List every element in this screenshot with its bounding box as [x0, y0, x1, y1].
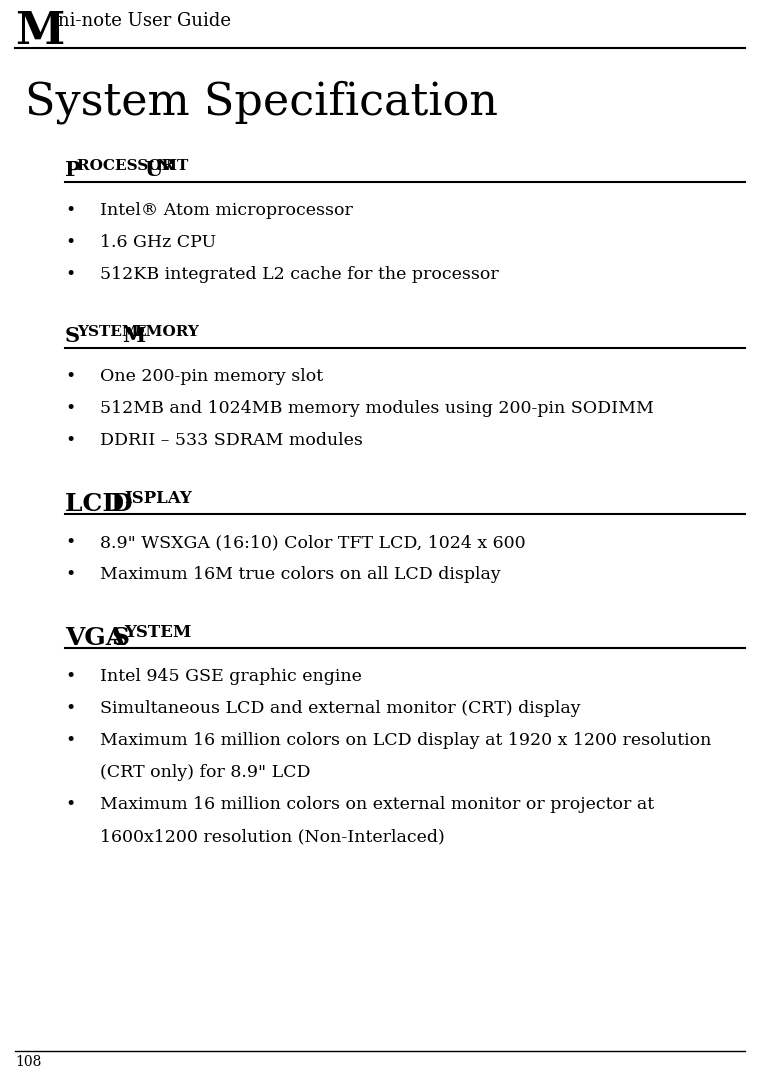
Text: Maximum 16 million colors on external monitor or projector at: Maximum 16 million colors on external mo…: [100, 796, 654, 812]
Text: •: •: [65, 668, 75, 685]
Text: M: M: [122, 326, 145, 346]
Text: YSTEM: YSTEM: [77, 325, 144, 339]
Text: •: •: [65, 400, 75, 416]
Text: One 200-pin memory slot: One 200-pin memory slot: [100, 368, 323, 385]
Text: LCD: LCD: [65, 492, 133, 516]
Text: •: •: [65, 732, 75, 749]
Text: S: S: [65, 326, 80, 346]
Text: •: •: [65, 432, 75, 449]
Text: Maximum 16 million colors on LCD display at 1920 x 1200 resolution: Maximum 16 million colors on LCD display…: [100, 732, 711, 749]
Text: •: •: [65, 234, 75, 251]
Text: •: •: [65, 267, 75, 283]
Text: YSTEM: YSTEM: [124, 624, 192, 641]
Text: EMORY: EMORY: [134, 325, 199, 339]
Text: ROCESSOR: ROCESSOR: [77, 159, 179, 173]
Text: 1.6 GHz CPU: 1.6 GHz CPU: [100, 234, 216, 251]
Text: •: •: [65, 368, 75, 385]
Text: ini-note User Guide: ini-note User Guide: [52, 12, 231, 30]
Text: •: •: [65, 700, 75, 718]
Text: Intel 945 GSE graphic engine: Intel 945 GSE graphic engine: [100, 668, 362, 685]
Text: VGA: VGA: [65, 626, 134, 650]
Text: ISPLAY: ISPLAY: [124, 490, 192, 507]
Text: NIT: NIT: [157, 159, 188, 173]
Text: •: •: [65, 566, 75, 583]
Text: DDRII – 533 SDRAM modules: DDRII – 533 SDRAM modules: [100, 432, 363, 449]
Text: •: •: [65, 796, 75, 812]
Text: System Specification: System Specification: [25, 80, 498, 124]
Text: S: S: [111, 626, 129, 650]
Text: U: U: [144, 160, 163, 180]
Text: Intel® Atom microprocessor: Intel® Atom microprocessor: [100, 202, 353, 219]
Text: 108: 108: [15, 1055, 41, 1069]
Text: M: M: [15, 10, 65, 53]
Text: (CRT only) for 8.9" LCD: (CRT only) for 8.9" LCD: [100, 764, 311, 781]
Text: 512KB integrated L2 cache for the processor: 512KB integrated L2 cache for the proces…: [100, 267, 499, 283]
Text: D: D: [111, 492, 133, 516]
Text: P: P: [65, 160, 81, 180]
Text: Simultaneous LCD and external monitor (CRT) display: Simultaneous LCD and external monitor (C…: [100, 700, 581, 718]
Text: •: •: [65, 534, 75, 551]
Text: Maximum 16M true colors on all LCD display: Maximum 16M true colors on all LCD displ…: [100, 566, 501, 583]
Text: 1600x1200 resolution (Non-Interlaced): 1600x1200 resolution (Non-Interlaced): [100, 828, 445, 845]
Text: 8.9" WSXGA (16:10) Color TFT LCD, 1024 x 600: 8.9" WSXGA (16:10) Color TFT LCD, 1024 x…: [100, 534, 526, 551]
Text: •: •: [65, 202, 75, 219]
Text: 512MB and 1024MB memory modules using 200-pin SODIMM: 512MB and 1024MB memory modules using 20…: [100, 400, 654, 416]
